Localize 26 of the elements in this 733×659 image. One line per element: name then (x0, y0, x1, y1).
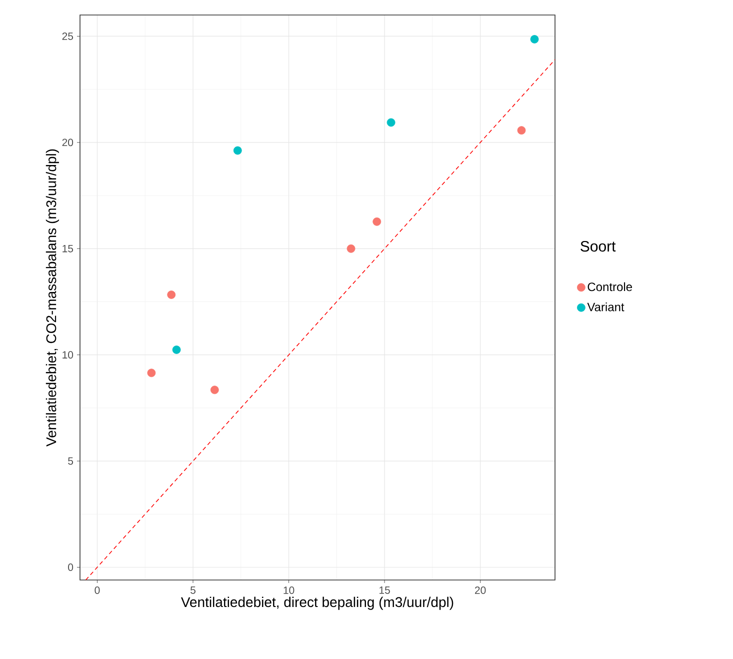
point (172, 346, 181, 354)
point (517, 126, 526, 135)
x-tick-label: 0 (94, 586, 100, 594)
legend-label: Controle (588, 282, 632, 292)
x-tick-label: 5 (190, 586, 196, 594)
x-tick-label: 15 (380, 586, 390, 594)
point (233, 146, 242, 155)
point (210, 386, 219, 394)
point (372, 217, 382, 226)
point (386, 118, 396, 127)
point (167, 290, 176, 299)
x-tick-label: 20 (475, 586, 486, 594)
point (530, 35, 539, 44)
x-axis-title: Ventilatiedebiet, direct bepaling (m3/uur/dpl) (180, 596, 454, 610)
y-tick-label: 15 (62, 244, 74, 252)
legend-label: Variant (587, 302, 624, 312)
point (147, 368, 156, 378)
point (346, 244, 356, 253)
y-tick-label: 10 (62, 351, 74, 359)
y-axis-title: Ventilatiedebiet, CO2-massabalans (m3/uur/dpl) (46, 149, 59, 446)
y-tick-label: 5 (68, 457, 74, 465)
y-tick-label: 25 (62, 32, 74, 40)
x-tick-label: 10 (284, 586, 294, 594)
legend-title: Soort (580, 240, 616, 252)
y-tick-label: 20 (62, 138, 74, 146)
y-tick-label: 0 (68, 564, 74, 571)
